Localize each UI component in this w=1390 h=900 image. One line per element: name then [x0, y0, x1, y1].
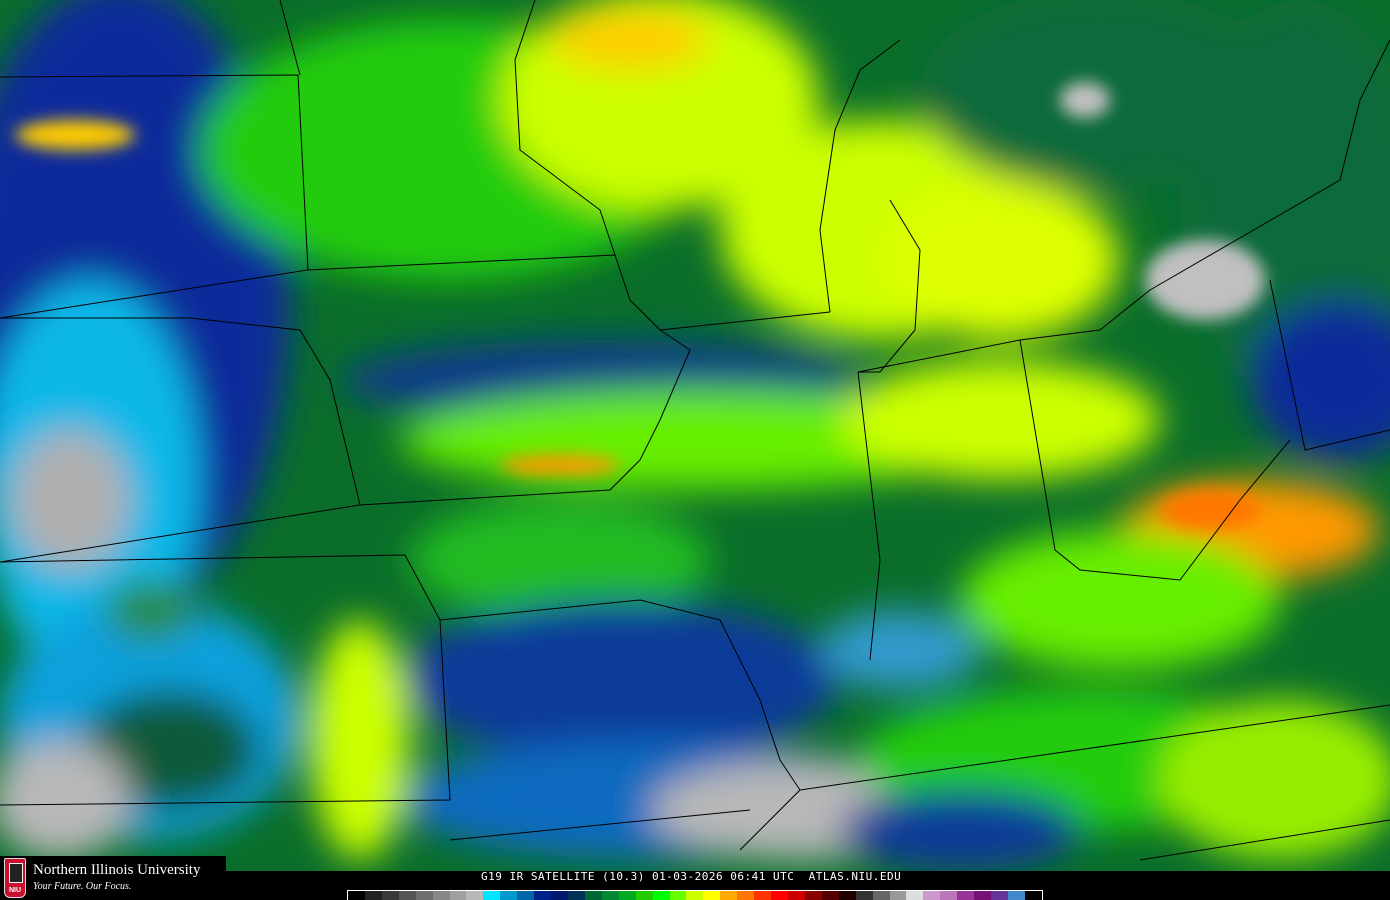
colorbar-swatch	[1024, 891, 1042, 900]
colorbar-swatch	[381, 891, 399, 900]
colorbar-swatch	[635, 891, 653, 900]
university-name: Northern Illinois University	[33, 862, 201, 878]
satellite-map	[0, 0, 1390, 871]
colorbar-swatch	[991, 891, 1008, 900]
colorbar-swatch	[517, 891, 535, 900]
colorbar-swatch	[940, 891, 958, 900]
colorbar-swatch	[652, 891, 670, 900]
colorbar-swatch	[415, 891, 433, 900]
colorbar-swatch	[364, 891, 382, 900]
temperature-colorbar	[347, 890, 1043, 900]
colorbar-swatch	[618, 891, 636, 900]
colorbar-swatch	[754, 891, 772, 900]
colorbar-swatch	[483, 891, 501, 900]
colorbar-swatch	[466, 891, 484, 900]
state-borders	[0, 0, 1390, 861]
colorbar-swatch	[787, 891, 805, 900]
colorbar-swatch	[348, 891, 365, 900]
colorbar-swatch	[398, 891, 416, 900]
colorbar-swatch	[906, 891, 924, 900]
colorbar-swatch	[601, 891, 619, 900]
colorbar-swatch	[534, 891, 552, 900]
colorbar-swatch	[737, 891, 755, 900]
university-tagline: Your Future. Our Focus.	[33, 881, 132, 892]
image-caption: G19 IR SATELLITE (10.3) 01-03-2026 06:41…	[481, 870, 902, 883]
colorbar-swatch	[889, 891, 907, 900]
colorbar-swatch	[669, 891, 687, 900]
niu-shield-icon: NIU	[4, 858, 26, 898]
colorbar-swatch	[923, 891, 941, 900]
colorbar-swatch	[584, 891, 602, 900]
colorbar-swatch	[551, 891, 568, 900]
colorbar-swatch	[567, 891, 585, 900]
colorbar-swatch	[855, 891, 873, 900]
colorbar-swatch	[771, 891, 788, 900]
colorbar-swatch	[804, 891, 822, 900]
colorbar-swatch	[500, 891, 518, 900]
colorbar-swatch	[1007, 891, 1025, 900]
colorbar-swatch	[720, 891, 738, 900]
niu-logo: NIU Northern Illinois University Your Fu…	[0, 856, 226, 900]
colorbar-swatch	[703, 891, 721, 900]
colorbar-swatch	[872, 891, 890, 900]
colorbar-swatch	[957, 891, 975, 900]
colorbar-swatch	[449, 891, 467, 900]
colorbar-swatch	[821, 891, 839, 900]
colorbar-swatch	[838, 891, 856, 900]
colorbar-swatch	[432, 891, 450, 900]
colorbar-swatch	[686, 891, 704, 900]
colorbar-swatch	[974, 891, 992, 900]
